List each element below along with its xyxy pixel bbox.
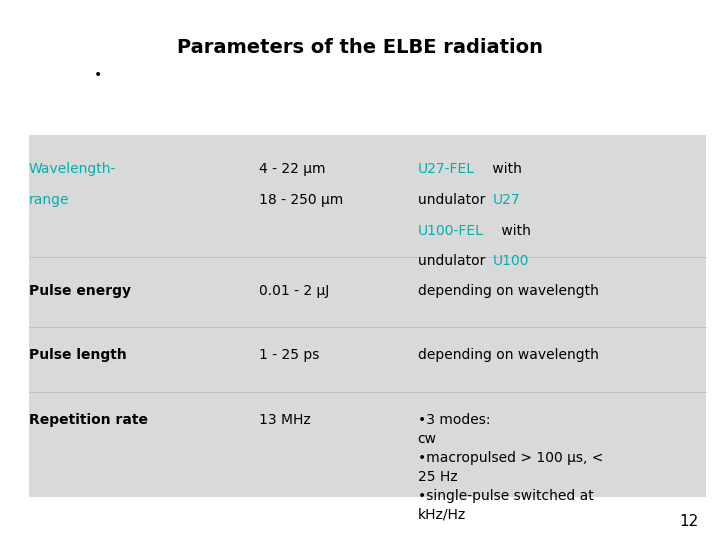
Text: 1 - 25 ps: 1 - 25 ps	[259, 348, 320, 362]
Text: Repetition rate: Repetition rate	[29, 413, 148, 427]
Text: U27-FEL: U27-FEL	[418, 162, 474, 176]
Text: depending on wavelength: depending on wavelength	[418, 348, 598, 362]
Text: 12: 12	[679, 514, 698, 529]
Text: undulator: undulator	[418, 254, 490, 268]
Text: U100-FEL: U100-FEL	[418, 224, 483, 238]
Text: •: •	[94, 68, 102, 82]
FancyBboxPatch shape	[29, 135, 706, 497]
Text: Pulse length: Pulse length	[29, 348, 127, 362]
Text: 0.01 - 2 μJ: 0.01 - 2 μJ	[259, 284, 330, 298]
Text: with: with	[488, 162, 522, 176]
Text: undulator: undulator	[418, 193, 490, 207]
Text: •3 modes:
cw
•macropulsed > 100 μs, <
25 Hz
•single-pulse switched at
kHz/Hz: •3 modes: cw •macropulsed > 100 μs, < 25…	[418, 413, 603, 522]
Text: U27: U27	[493, 193, 521, 207]
Text: depending on wavelength: depending on wavelength	[418, 284, 598, 298]
Text: Wavelength-: Wavelength-	[29, 162, 116, 176]
Text: range: range	[29, 193, 69, 207]
Text: 13 MHz: 13 MHz	[259, 413, 311, 427]
Text: 4 - 22 μm: 4 - 22 μm	[259, 162, 325, 176]
Text: Pulse energy: Pulse energy	[29, 284, 131, 298]
Text: U100: U100	[493, 254, 530, 268]
Text: 18 - 250 μm: 18 - 250 μm	[259, 193, 343, 207]
Text: with: with	[497, 224, 531, 238]
Text: Parameters of the ELBE radiation: Parameters of the ELBE radiation	[177, 38, 543, 57]
